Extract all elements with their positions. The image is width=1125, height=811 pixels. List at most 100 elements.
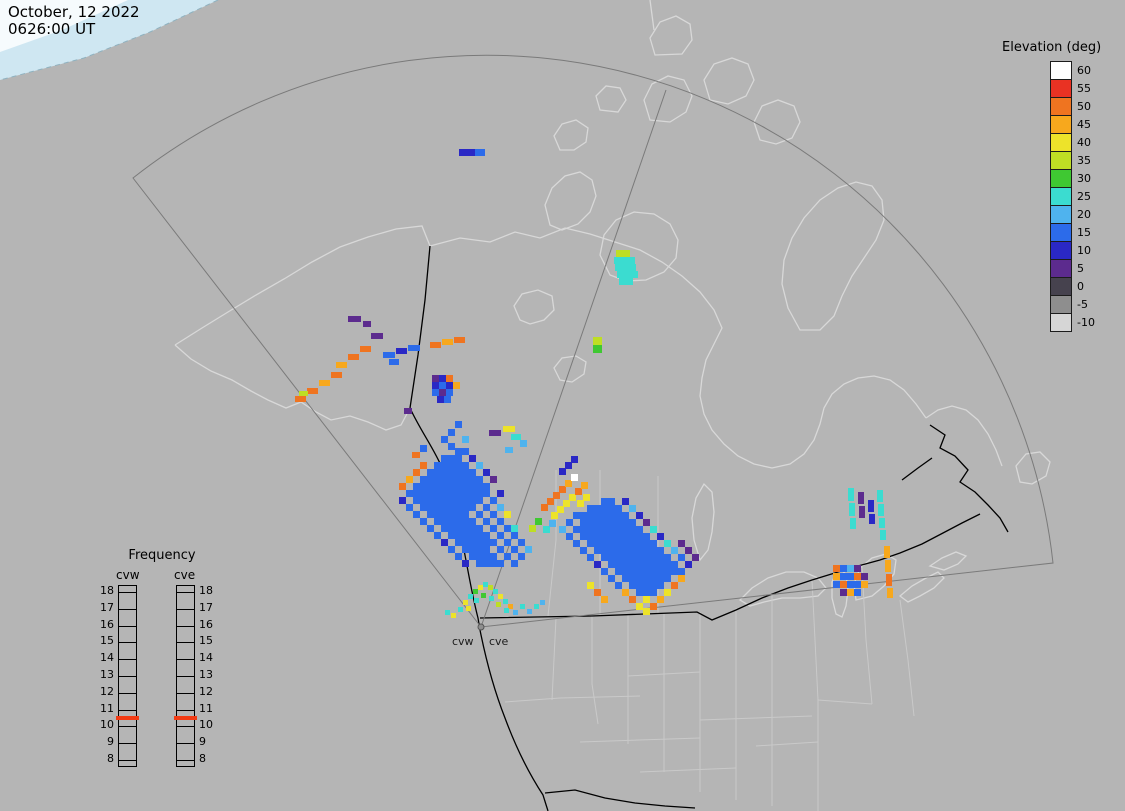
elevation-color-swatch: [1050, 313, 1072, 332]
frequency-tick-label: 17: [199, 600, 213, 614]
elevation-step: 15: [1050, 223, 1122, 242]
frequency-tick: [177, 692, 194, 694]
frequency-legend: Frequency cvw 18 17 16 15 14 13 12 11 10 9 8 cve 18 17…: [96, 548, 228, 778]
frequency-tick: [177, 608, 194, 610]
frequency-current-marker: [116, 716, 139, 720]
frequency-tick-label: 12: [199, 684, 213, 698]
elevation-step: 20: [1050, 205, 1122, 224]
frequency-tick: [119, 642, 136, 644]
elevation-color-swatch: [1050, 187, 1072, 206]
frequency-tick-label: 11: [100, 701, 114, 715]
fov-divider: [480, 89, 667, 628]
frequency-column-label-cve: cve: [174, 568, 196, 582]
elevation-step: 25: [1050, 187, 1122, 206]
elevation-legend-title: Elevation (deg): [1002, 40, 1102, 55]
frequency-tick: [177, 659, 194, 661]
frequency-tick-label: 14: [199, 651, 213, 665]
elevation-step-label: 60: [1077, 64, 1091, 77]
elevation-step-label: -5: [1077, 298, 1088, 311]
frequency-tick-label: 18: [100, 584, 114, 597]
frequency-tick: [119, 625, 136, 627]
corner-boundary-line: [0, 0, 219, 81]
frequency-bar-cve: [174, 585, 197, 767]
elevation-color-swatch: [1050, 115, 1072, 134]
frequency-tick: [177, 676, 194, 677]
elevation-step: -10: [1050, 313, 1122, 332]
elevation-step-label: 20: [1077, 208, 1091, 221]
elevation-step: 50: [1050, 97, 1122, 116]
frequency-tick-label: 16: [199, 617, 213, 631]
elevation-step: 35: [1050, 151, 1122, 170]
frequency-tick: [177, 726, 194, 728]
elevation-step-label: 55: [1077, 82, 1091, 95]
frequency-bar-cvw: [116, 585, 139, 767]
frequency-tick: [177, 642, 194, 644]
frequency-tick-label: 10: [199, 718, 213, 732]
frequency-tick-label: 8: [107, 752, 114, 765]
us-canada-border: [479, 513, 981, 621]
frequency-legend-title: Frequency: [128, 548, 196, 563]
frequency-tick-label: 13: [100, 668, 114, 681]
frequency-tick: [119, 692, 136, 694]
atlantic-coast: [929, 424, 1009, 533]
elevation-step: 30: [1050, 169, 1122, 188]
elevation-color-swatch: [1050, 169, 1072, 188]
elevation-color-swatch: [1050, 277, 1072, 296]
timestamp: October, 12 2022 0626:00 UT: [8, 4, 140, 38]
elevation-step: 5: [1050, 259, 1122, 278]
frequency-tick: [119, 592, 136, 593]
frequency-tick: [177, 743, 194, 745]
elevation-color-swatch: [1050, 61, 1072, 80]
elevation-step-label: 50: [1077, 100, 1091, 113]
radar-site-label-cvw: cvw: [452, 635, 474, 648]
frequency-tick: [177, 625, 194, 627]
frequency-tick: [177, 760, 194, 761]
st-lawrence-line: [901, 457, 933, 481]
fov-outline: [132, 54, 1054, 628]
elevation-color-swatch: [1050, 223, 1072, 242]
elevation-step: 10: [1050, 241, 1122, 260]
elevation-color-swatch: [1050, 97, 1072, 116]
frequency-tick-label: 9: [199, 735, 206, 749]
alaska-yukon-border: [409, 245, 431, 409]
elevation-color-swatch: [1050, 205, 1072, 224]
elevation-step: 60: [1050, 61, 1122, 80]
elevation-step-label: 35: [1077, 154, 1091, 167]
frequency-tick-label: 11: [199, 701, 213, 715]
pacific-coast: [409, 407, 549, 811]
frequency-tick: [119, 659, 136, 661]
frequency-tick-label: 17: [100, 600, 114, 614]
frequency-tick-label: 16: [100, 617, 114, 631]
elevation-color-swatch: [1050, 151, 1072, 170]
elevation-color-swatch: [1050, 259, 1072, 278]
elevation-scale: 60 55 50 45 40 35 30 25 20 15 10 5 0 -5 -10: [1050, 61, 1122, 332]
frequency-column-label-cvw: cvw: [116, 568, 140, 582]
elevation-step-label: 10: [1077, 244, 1091, 257]
frequency-tick-label: 18: [199, 584, 213, 597]
radar-fov: [132, 54, 1054, 631]
corner-ice-region: [0, 0, 128, 52]
corner-inset: [0, 0, 219, 81]
timestamp-time: 0626:00 UT: [8, 20, 96, 38]
state-lines: [504, 470, 915, 811]
elevation-step-label: 15: [1077, 226, 1091, 239]
elevation-color-swatch: [1050, 133, 1072, 152]
frequency-tick: [177, 592, 194, 593]
timestamp-date: October, 12 2022: [8, 3, 140, 21]
frequency-tick: [119, 676, 136, 677]
elevation-step: 0: [1050, 277, 1122, 296]
elevation-step-label: 30: [1077, 172, 1091, 185]
frequency-tick-label: 15: [199, 634, 213, 648]
frequency-tick: [119, 760, 136, 761]
frequency-tick-label: 9: [107, 735, 114, 749]
elevation-color-swatch: [1050, 295, 1072, 314]
elevation-step-label: 5: [1077, 262, 1084, 275]
elevation-step: -5: [1050, 295, 1122, 314]
us-mexico-border: [544, 789, 696, 809]
frequency-tick-label: 14: [100, 651, 114, 665]
frequency-tick: [177, 709, 194, 711]
elevation-step-label: 40: [1077, 136, 1091, 149]
frequency-tick-label: 15: [100, 634, 114, 648]
elevation-legend: Elevation (deg) 60 55 50 45 40 35 30 25 20 15 10 5 0…: [1002, 40, 1122, 332]
